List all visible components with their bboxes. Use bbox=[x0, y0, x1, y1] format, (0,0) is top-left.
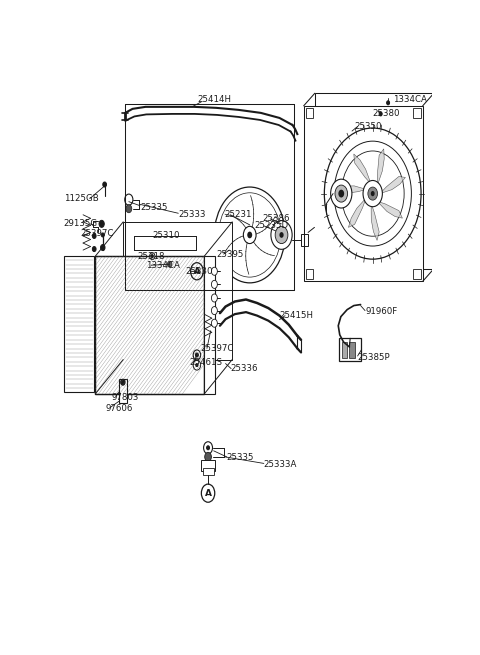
Text: 97606: 97606 bbox=[106, 404, 133, 413]
Polygon shape bbox=[348, 198, 366, 227]
Circle shape bbox=[363, 181, 383, 207]
Text: 25414H: 25414H bbox=[198, 95, 232, 104]
Circle shape bbox=[271, 221, 292, 250]
Circle shape bbox=[371, 191, 374, 196]
Circle shape bbox=[204, 453, 211, 461]
Circle shape bbox=[101, 233, 104, 237]
Circle shape bbox=[126, 204, 132, 213]
Text: 97803: 97803 bbox=[111, 393, 139, 402]
Circle shape bbox=[125, 194, 133, 205]
Circle shape bbox=[151, 255, 154, 257]
Circle shape bbox=[338, 190, 344, 198]
Text: 25330: 25330 bbox=[186, 267, 213, 276]
Circle shape bbox=[168, 261, 172, 267]
Text: 29135G: 29135G bbox=[64, 219, 98, 229]
Circle shape bbox=[211, 267, 217, 275]
Circle shape bbox=[247, 232, 252, 238]
Circle shape bbox=[211, 307, 217, 314]
Polygon shape bbox=[380, 176, 406, 194]
Bar bbox=[339, 339, 361, 361]
Text: 25335: 25335 bbox=[227, 453, 254, 462]
Bar bbox=[349, 343, 355, 358]
Text: 25333A: 25333A bbox=[264, 460, 297, 469]
Circle shape bbox=[279, 232, 284, 238]
Polygon shape bbox=[354, 154, 371, 184]
Circle shape bbox=[150, 253, 155, 259]
Circle shape bbox=[211, 294, 217, 302]
Text: 25336: 25336 bbox=[230, 364, 258, 373]
Circle shape bbox=[99, 220, 104, 227]
Bar bbox=[123, 222, 232, 360]
Circle shape bbox=[204, 441, 213, 454]
Bar bbox=[304, 106, 423, 282]
Bar bbox=[119, 379, 127, 403]
Circle shape bbox=[211, 319, 217, 328]
Text: 1334CA: 1334CA bbox=[393, 95, 427, 104]
Bar bbox=[96, 256, 204, 394]
Text: 25385P: 25385P bbox=[358, 352, 390, 362]
Circle shape bbox=[92, 246, 96, 252]
Text: 25380: 25380 bbox=[372, 109, 400, 119]
Circle shape bbox=[331, 179, 352, 208]
Text: 25335: 25335 bbox=[140, 202, 168, 212]
Bar bbox=[315, 93, 434, 269]
Circle shape bbox=[275, 227, 288, 244]
Circle shape bbox=[243, 227, 256, 244]
Text: 25415H: 25415H bbox=[279, 311, 313, 320]
Polygon shape bbox=[377, 201, 402, 218]
Text: 91960F: 91960F bbox=[365, 307, 397, 316]
Circle shape bbox=[100, 244, 105, 251]
Text: 25397C: 25397C bbox=[201, 344, 234, 353]
Bar bbox=[203, 468, 214, 474]
Circle shape bbox=[120, 379, 125, 385]
Bar bbox=[204, 256, 216, 394]
Text: 25395: 25395 bbox=[216, 250, 244, 259]
Bar bbox=[413, 269, 421, 279]
Bar bbox=[342, 343, 347, 358]
Polygon shape bbox=[338, 186, 366, 194]
Circle shape bbox=[92, 233, 96, 238]
Text: 25397C: 25397C bbox=[81, 229, 114, 238]
Polygon shape bbox=[371, 203, 379, 240]
Circle shape bbox=[386, 101, 390, 105]
Text: 1125GB: 1125GB bbox=[64, 194, 98, 203]
Text: 25235D: 25235D bbox=[254, 221, 288, 231]
Bar bbox=[413, 108, 421, 119]
Text: 25333: 25333 bbox=[178, 210, 206, 219]
Bar bbox=[301, 234, 308, 246]
Text: 25386: 25386 bbox=[263, 214, 290, 223]
Polygon shape bbox=[377, 149, 384, 186]
Text: 1334CA: 1334CA bbox=[145, 261, 180, 270]
Text: 25350: 25350 bbox=[354, 122, 382, 131]
Circle shape bbox=[103, 182, 107, 187]
Circle shape bbox=[368, 187, 378, 200]
Text: A: A bbox=[204, 489, 212, 498]
Text: 25461S: 25461S bbox=[190, 358, 222, 367]
Circle shape bbox=[195, 353, 198, 357]
Bar bbox=[64, 256, 94, 392]
Text: A: A bbox=[193, 267, 200, 276]
Bar bbox=[96, 256, 204, 394]
Circle shape bbox=[196, 364, 198, 367]
Circle shape bbox=[335, 185, 348, 202]
Bar bbox=[305, 108, 313, 119]
Text: 25231: 25231 bbox=[225, 210, 252, 219]
Circle shape bbox=[206, 446, 210, 450]
Text: 25318: 25318 bbox=[137, 252, 165, 261]
Bar bbox=[202, 460, 216, 471]
Circle shape bbox=[211, 280, 217, 288]
Bar bbox=[305, 269, 313, 279]
Circle shape bbox=[379, 112, 382, 116]
Text: 25310: 25310 bbox=[152, 231, 180, 240]
